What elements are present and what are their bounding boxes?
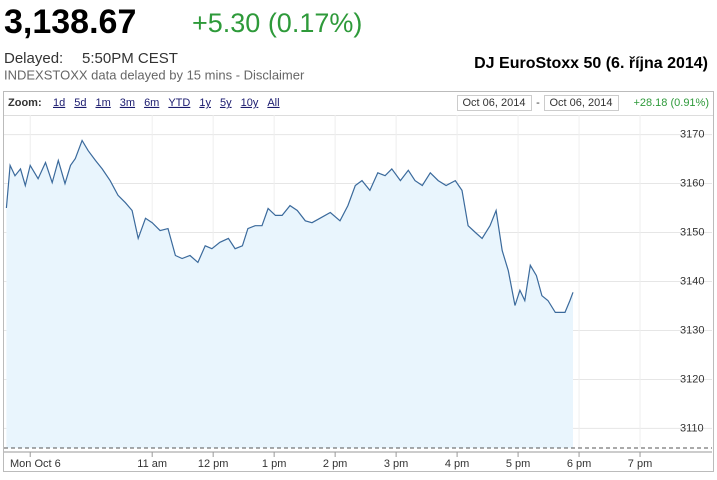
range-box: [457, 95, 532, 111]
x-tick-label: 1 pm: [262, 458, 286, 470]
y-tick-label: 3110: [680, 422, 704, 434]
x-tick-label: 4 pm: [445, 458, 469, 470]
y-tick-label: 3140: [680, 275, 704, 287]
price-change: +5.30 (0.17%): [192, 8, 362, 38]
zoom-option[interactable]: 1m: [96, 97, 111, 109]
zoom-option[interactable]: 5d: [74, 97, 86, 109]
zoom-option[interactable]: 6m: [144, 97, 159, 109]
delayed-time: 5:50PM CEST: [82, 50, 178, 67]
y-tick-label: 3170: [680, 128, 704, 140]
range-box: [544, 95, 619, 111]
zoom-option[interactable]: 3m: [120, 97, 135, 109]
x-tick-label: 7 pm: [628, 458, 652, 470]
area-fill: [6, 140, 573, 448]
zoom-option[interactable]: 1d: [53, 97, 65, 109]
chart-title: DJ EuroStoxx 50 (6. října 2014): [474, 55, 708, 72]
zoom-option[interactable]: 10y: [241, 97, 259, 109]
price-line: [5, 139, 574, 313]
source-note: INDEXSTOXX data delayed by 15 mins - Dis…: [4, 67, 305, 82]
x-tick-label: 5 pm: [506, 458, 530, 470]
x-tick-label: 12 pm: [198, 458, 229, 470]
y-tick-label: 3120: [680, 373, 704, 385]
price: 3,138.67: [4, 3, 136, 41]
delayed-label: Delayed:: [4, 50, 63, 67]
zoom-option[interactable]: 1y: [199, 97, 211, 109]
zoom-option[interactable]: 5y: [220, 97, 232, 109]
zoom-option[interactable]: All: [267, 97, 279, 109]
zoom-option[interactable]: YTD: [168, 97, 190, 109]
x-tick-label: 6 pm: [567, 458, 591, 470]
x-tick-label: 2 pm: [323, 458, 347, 470]
range-separator: -: [536, 97, 540, 109]
y-tick-label: 3150: [680, 226, 704, 238]
y-tick-label: 3130: [680, 324, 704, 336]
range-end[interactable]: Oct 06, 2014: [550, 97, 613, 109]
y-tick-label: 3160: [680, 177, 704, 189]
x-tick-label: 11 am: [137, 458, 167, 470]
range-change: +28.18 (0.91%): [633, 97, 709, 109]
x-tick-label: Mon Oct 6: [10, 458, 61, 470]
zoom-label: Zoom:: [8, 97, 42, 109]
range-start[interactable]: Oct 06, 2014: [463, 97, 526, 109]
zoom-options: 1d 5d 1m 3m 6m YTD 1y 5y 10y All: [53, 97, 280, 109]
x-tick-label: 3 pm: [384, 458, 408, 470]
